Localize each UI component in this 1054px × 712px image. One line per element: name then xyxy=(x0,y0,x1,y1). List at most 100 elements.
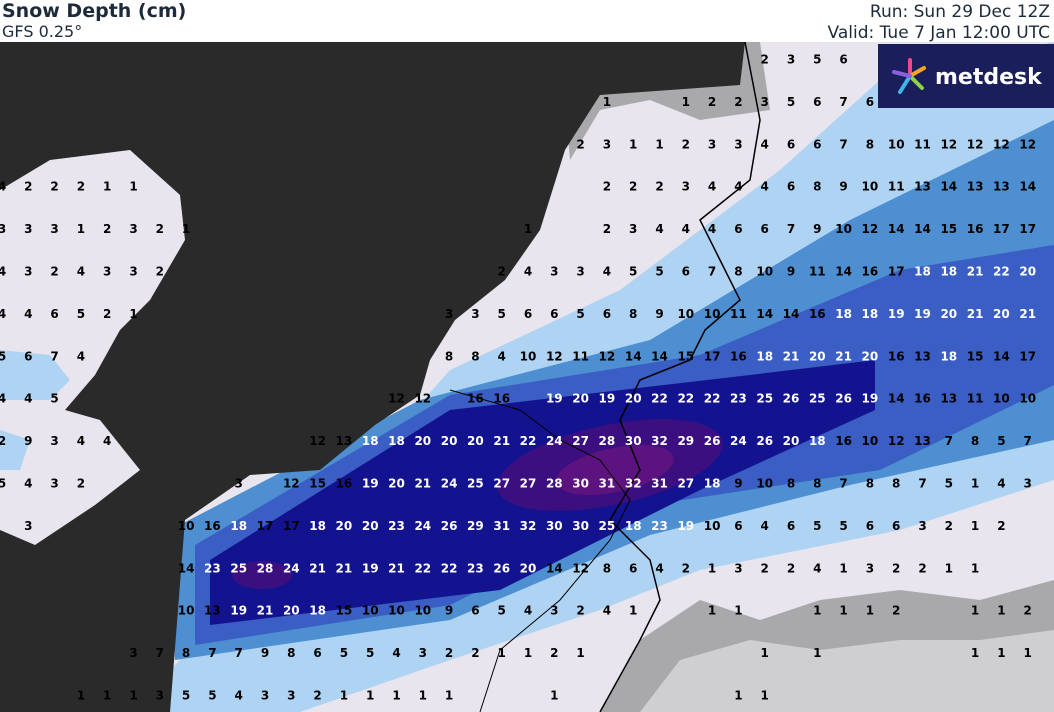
grid-value: 4 xyxy=(24,307,32,321)
grid-value: 6 xyxy=(734,519,742,533)
grid-value: 2 xyxy=(918,561,926,575)
grid-value: 12 xyxy=(572,561,589,575)
grid-value: 1 xyxy=(655,137,663,151)
grid-value: 24 xyxy=(546,434,563,448)
grid-value: 3 xyxy=(24,265,32,279)
grid-value: 22 xyxy=(993,265,1010,279)
grid-value: 7 xyxy=(839,137,847,151)
grid-value: 2 xyxy=(576,604,584,618)
grid-value: 2 xyxy=(576,137,584,151)
grid-value: 2 xyxy=(945,519,953,533)
grid-value: 14 xyxy=(756,307,773,321)
grid-value: 20 xyxy=(809,349,826,363)
grid-value: 10 xyxy=(414,604,431,618)
grid-value: 13 xyxy=(914,180,931,194)
grid-value: 16 xyxy=(862,265,879,279)
grid-value: 4 xyxy=(0,180,6,194)
grid-value: 4 xyxy=(77,434,85,448)
grid-value: 4 xyxy=(761,519,769,533)
grid-value: 15 xyxy=(677,349,694,363)
grid-value: 19 xyxy=(362,477,379,491)
grid-value: 5 xyxy=(787,95,795,109)
border-line xyxy=(449,389,631,712)
grid-value: 1 xyxy=(629,604,637,618)
grid-value: 6 xyxy=(787,180,795,194)
grid-value: 10 xyxy=(862,180,879,194)
grid-value: 3 xyxy=(129,646,137,660)
grid-value: 4 xyxy=(708,180,716,194)
grid-value: 19 xyxy=(888,307,905,321)
grid-value: 8 xyxy=(287,646,295,660)
grid-value: 8 xyxy=(866,137,874,151)
grid-value: 9 xyxy=(839,180,847,194)
grid-value: 4 xyxy=(761,180,769,194)
grid-value: 10 xyxy=(993,392,1010,406)
grid-value: 3 xyxy=(129,265,137,279)
grid-value: 31 xyxy=(651,477,668,491)
grid-value: 11 xyxy=(809,265,826,279)
grid-value: 2 xyxy=(603,180,611,194)
grid-value: 2 xyxy=(156,265,164,279)
grid-value: 22 xyxy=(520,434,537,448)
grid-value: 20 xyxy=(467,434,484,448)
grid-value: 12 xyxy=(967,137,984,151)
band-purple xyxy=(556,445,674,495)
grid-value: 2 xyxy=(682,137,690,151)
grid-value: 4 xyxy=(498,349,506,363)
grid-value: 2 xyxy=(892,604,900,618)
land-snow-blue xyxy=(0,430,30,470)
logo-text: metdesk xyxy=(935,65,1043,90)
grid-value: 20 xyxy=(862,349,879,363)
grid-value: 26 xyxy=(493,561,510,575)
grid-value: 1 xyxy=(603,95,611,109)
grid-value: 3 xyxy=(235,477,243,491)
value-grid: 2 3 5 61 1 2 2 3 5 6 7 62 3 1 1 2 3 3 4 6 6 7 8 10 11 12 12 12 124 2 2… xyxy=(0,53,1036,703)
grid-value: 10 xyxy=(178,519,195,533)
grid-value: 3 xyxy=(50,222,58,236)
grid-value: 26 xyxy=(704,434,721,448)
grid-value: 6 xyxy=(839,53,847,67)
grid-value: 1 xyxy=(445,689,453,703)
grid-value: 2 xyxy=(655,180,663,194)
valid-time: Valid: Tue 7 Jan 12:00 UTC xyxy=(828,23,1050,43)
grid-value: 8 xyxy=(734,265,742,279)
grid-value: 4 xyxy=(103,434,111,448)
grid-value: 14 xyxy=(651,349,668,363)
grid-value: 10 xyxy=(756,265,773,279)
grid-value: 1 xyxy=(997,604,1005,618)
grid-value: 12 xyxy=(309,434,326,448)
grid-value: 3 xyxy=(156,689,164,703)
grid-value: 18 xyxy=(388,434,405,448)
grid-value: 2 xyxy=(50,180,58,194)
grid-value: 19 xyxy=(362,561,379,575)
grid-value: 16 xyxy=(730,349,747,363)
grid-value: 11 xyxy=(730,307,747,321)
grid-value: 8 xyxy=(787,477,795,491)
grid-value: 14 xyxy=(1019,180,1036,194)
grid-value: 25 xyxy=(809,392,826,406)
grid-value: 20 xyxy=(441,434,458,448)
grid-value: 3 xyxy=(866,561,874,575)
grid-value: 13 xyxy=(967,180,984,194)
grid-value: 7 xyxy=(839,477,847,491)
grid-value: 5 xyxy=(77,307,85,321)
grid-value: 1 xyxy=(129,689,137,703)
grid-value: 10 xyxy=(704,307,721,321)
grid-value: 1 xyxy=(708,561,716,575)
grid-value: 8 xyxy=(629,307,637,321)
grid-value: 7 xyxy=(50,349,58,363)
grid-value: 14 xyxy=(993,349,1010,363)
grid-value: 18 xyxy=(940,265,957,279)
grid-value: 12 xyxy=(283,477,300,491)
grid-value: 18 xyxy=(309,519,326,533)
grid-value: 16 xyxy=(888,349,905,363)
grid-value: 22 xyxy=(651,392,668,406)
grid-value: 10 xyxy=(704,519,721,533)
grid-value: 2 xyxy=(103,222,111,236)
grid-value: 3 xyxy=(24,222,32,236)
grid-value: 2 xyxy=(24,180,32,194)
grid-value: 14 xyxy=(178,561,195,575)
grid-value: 5 xyxy=(0,477,6,491)
grid-value: 26 xyxy=(756,434,773,448)
